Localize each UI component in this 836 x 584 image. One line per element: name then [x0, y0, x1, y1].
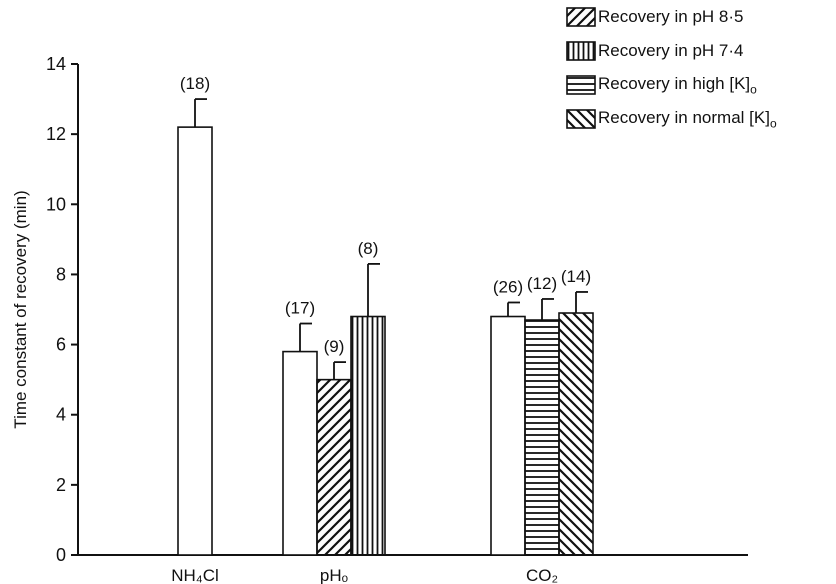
- bar: [558, 312, 594, 556]
- bar-count-label: (18): [180, 74, 210, 93]
- legend-label: Recovery in normal [K]o: [598, 107, 777, 131]
- bar: [490, 315, 526, 556]
- legend: Recovery in pH 8·5 Recovery in pH 7·4 Reco…: [566, 0, 777, 136]
- bar-count-label: (12): [527, 274, 557, 293]
- y-tick-label: 6: [56, 335, 66, 355]
- y-tick-label: 4: [56, 405, 66, 425]
- bar-count-label: (26): [493, 277, 523, 296]
- y-tick-label: 8: [56, 264, 66, 284]
- legend-label: Recovery in pH 8·5: [598, 7, 744, 26]
- y-tick-label: 12: [46, 124, 66, 144]
- y-tick-label: 10: [46, 194, 66, 214]
- legend-swatch: [566, 75, 596, 95]
- x-tick-label: pHₒ: [320, 566, 348, 584]
- bars: [177, 98, 594, 556]
- bar: [282, 350, 318, 556]
- y-tick-label: 14: [46, 54, 66, 74]
- bar: [177, 126, 213, 556]
- bar: [524, 319, 560, 556]
- legend-label: Recovery in pH 7·4: [598, 41, 744, 60]
- legend-swatch: [566, 109, 596, 129]
- bar-count-label: (14): [561, 267, 591, 286]
- legend-item: Recovery in high [K]o: [566, 68, 777, 102]
- bar: [316, 378, 352, 556]
- legend-swatch: [566, 7, 596, 27]
- y-axis-label: Time constant of recovery (min): [11, 190, 30, 428]
- y-tick-label: 2: [56, 475, 66, 495]
- bar-count-label: (8): [358, 239, 379, 258]
- x-tick-label: CO₂: [526, 566, 558, 584]
- legend-item: Recovery in normal [K]o: [566, 102, 777, 136]
- legend-item: Recovery in pH 7·4: [566, 34, 777, 68]
- legend-swatch: [566, 41, 596, 61]
- legend-label: Recovery in high [K]o: [598, 73, 757, 97]
- y-tick-label: 0: [56, 545, 66, 565]
- labels: (18) NH₄Cl (17) (9) (8) pHₒ (26) (12) (14) CO₂: [171, 74, 591, 584]
- x-tick-label: NH₄Cl: [171, 566, 219, 584]
- bar: [350, 315, 386, 556]
- legend-item: Recovery in pH 8·5: [566, 0, 777, 34]
- bar-count-label: (17): [285, 299, 315, 318]
- bar-count-label: (9): [324, 337, 345, 356]
